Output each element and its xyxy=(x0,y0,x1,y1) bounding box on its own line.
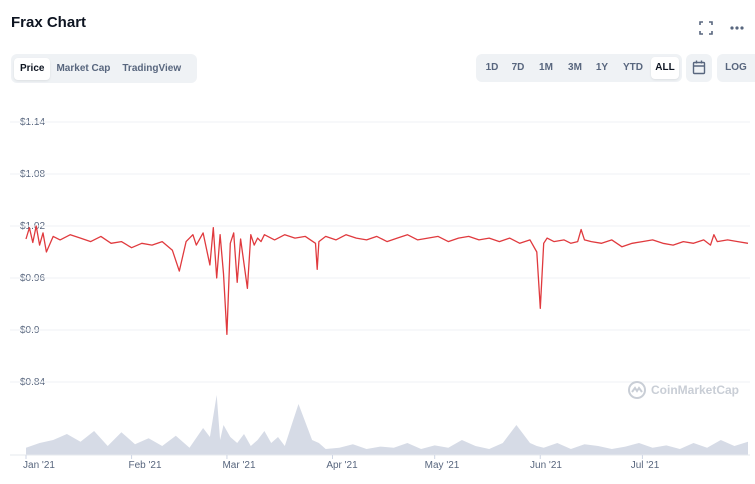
page-title: Frax Chart xyxy=(11,14,87,31)
fullscreen-icon[interactable] xyxy=(698,20,714,36)
range-7d-button[interactable]: 7D xyxy=(511,62,525,73)
calendar-button[interactable] xyxy=(686,54,712,82)
more-options-icon[interactable] xyxy=(729,20,745,36)
calendar-icon xyxy=(692,60,706,75)
range-all-button[interactable]: ALL xyxy=(651,57,679,79)
range-1y-button[interactable]: 1Y xyxy=(595,62,609,73)
x-tick-label: Jul '21 xyxy=(630,460,660,471)
x-tick-label: Apr '21 xyxy=(326,460,358,471)
chart-type-tabs: Price Market Cap TradingView xyxy=(11,54,197,83)
range-1d-button[interactable]: 1D xyxy=(485,62,499,73)
tab-price[interactable]: Price xyxy=(14,57,51,80)
volume-area xyxy=(26,395,748,455)
price-series-line xyxy=(25,225,749,335)
x-tick-label: Jun '21 xyxy=(530,460,562,471)
coinmarketcap-watermark: CoinMarketCap xyxy=(627,380,739,400)
range-1m-button[interactable]: 1M xyxy=(539,62,553,73)
tab-tradingview[interactable]: TradingView xyxy=(122,62,182,74)
time-range-selector: 1D 7D 1M 3M 1Y YTD ALL xyxy=(476,54,682,82)
x-tick-label: May '21 xyxy=(424,460,460,471)
range-ytd-button[interactable]: YTD xyxy=(623,62,643,73)
watermark-text: CoinMarketCap xyxy=(651,383,740,397)
coinmarketcap-logo-icon xyxy=(628,381,646,399)
range-3m-button[interactable]: 3M xyxy=(568,62,582,73)
tab-market-cap[interactable]: Market Cap xyxy=(56,62,111,74)
x-tick-label: Mar '21 xyxy=(222,460,256,471)
x-tick-label: Feb '21 xyxy=(128,460,162,471)
log-scale-button[interactable]: LOG xyxy=(717,54,755,82)
x-tick-label: Jan '21 xyxy=(23,460,55,471)
